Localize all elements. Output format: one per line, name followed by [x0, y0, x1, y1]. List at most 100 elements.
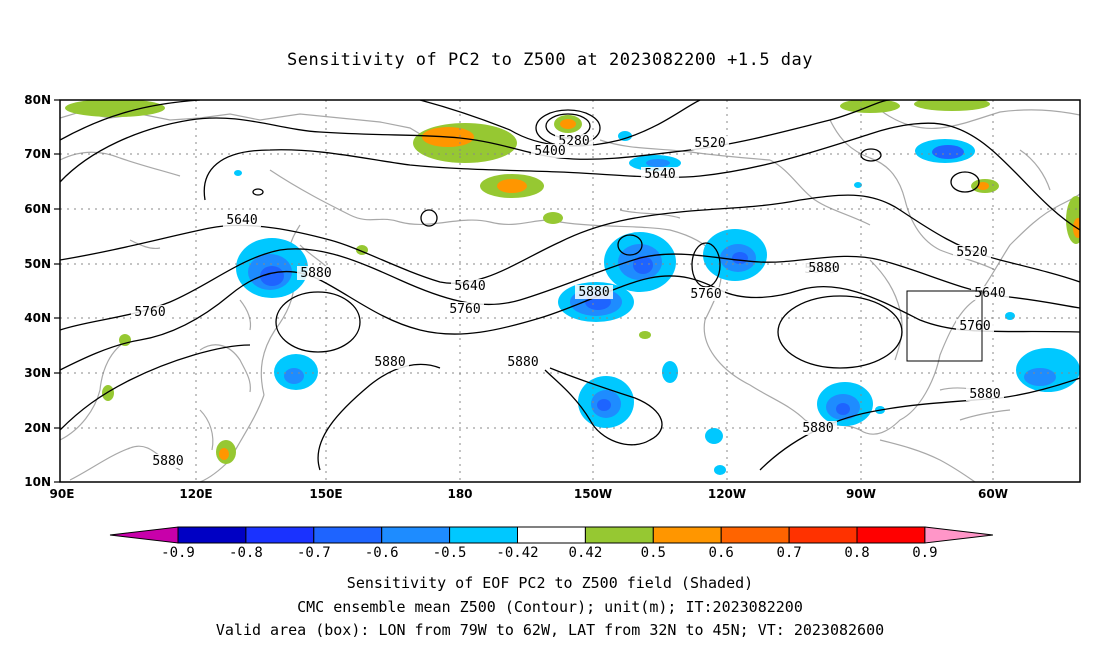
shade-cyan [618, 131, 632, 141]
contour-label-bg [966, 387, 1004, 401]
contour-label: 5760 [134, 305, 165, 320]
contour-label-bg [641, 167, 679, 181]
lon-label: 150W [574, 487, 612, 501]
contour-label: 5880 [808, 261, 839, 276]
colorbar-swatch [652, 526, 722, 544]
shade-lightblue [1024, 368, 1056, 386]
contour-label: 5520 [956, 245, 987, 260]
shade-cyan [854, 182, 862, 188]
colorbar-swatch [449, 526, 519, 544]
shade-blue [260, 266, 284, 286]
contour-label-bg [446, 302, 484, 316]
lon-label: 120E [179, 487, 212, 501]
contour-label: 5640 [644, 167, 675, 182]
colorbar-label: 0.42 [569, 545, 603, 561]
lon-label: 90W [846, 487, 876, 501]
colorbar-label: 0.6 [709, 545, 734, 561]
colorbar-labels: -0.9 -0.8 -0.7 -0.6 -0.5 -0.42 0.42 0.5 0.6 0.7 0.… [161, 545, 937, 561]
colorbar-swatch [381, 526, 451, 544]
map-frame [59, 99, 1081, 483]
contour-label: 5880 [578, 285, 609, 300]
contour-label: 5400 [534, 144, 565, 159]
map-title: Sensitivity of PC2 to Z500 at 2023082200… [286, 50, 813, 70]
lon-label: 60W [978, 487, 1008, 501]
colorbar-swatch [245, 526, 315, 544]
contour-label: 5640 [226, 213, 257, 228]
contour-label-bg [575, 285, 613, 299]
shade-orange [560, 119, 576, 129]
lon-label: 150E [309, 487, 342, 501]
shade-green [543, 212, 563, 224]
contour-label: 5760 [449, 302, 480, 317]
contour-label: 5880 [300, 266, 331, 281]
contour-label-bg [297, 266, 335, 280]
contour-label-bg [131, 305, 169, 319]
contour-labels: 5280540055205640564056405640552056405760… [131, 134, 1009, 469]
lat-label: 80N [24, 93, 51, 107]
contour-label-bg [531, 144, 569, 158]
contour-label: 5880 [152, 454, 183, 469]
shade-orange [977, 182, 989, 190]
lat-label: 40N [24, 311, 51, 325]
contour-label-bg [149, 454, 187, 468]
contour-label-bg [223, 213, 261, 227]
shade-cyan [662, 361, 678, 383]
colorbar-swatch [720, 526, 790, 544]
colorbar-swatch [788, 526, 858, 544]
colorbar-label: -0.7 [297, 545, 331, 561]
colorbar-label: -0.42 [496, 545, 538, 561]
shade-green [639, 331, 651, 339]
lat-label: 50N [24, 257, 51, 271]
contour-label-bg [687, 287, 725, 301]
lon-label: 90E [50, 487, 75, 501]
shade-orange [1073, 218, 1080, 238]
lat-label: 30N [24, 366, 51, 380]
colorbar-label: -0.5 [433, 545, 467, 561]
caption-valid-area: Valid area (box): LON from 79W to 62W, L… [215, 621, 885, 639]
shade-cyan [705, 428, 723, 444]
lon-label: 120W [708, 487, 746, 501]
shade-blue [732, 252, 748, 264]
contour-label-bg [691, 136, 729, 150]
contour-label: 5520 [694, 136, 725, 151]
z500-contours [60, 100, 1080, 471]
shade-blue [597, 399, 611, 411]
colorbar-swatch [517, 526, 586, 544]
shade-blue [932, 145, 964, 159]
shade-cyan [714, 465, 726, 475]
shade-cyan [1005, 312, 1015, 320]
colorbar-swatch [856, 526, 926, 544]
lat-labels: 80N 70N 60N 50N 40N 30N 20N 10N [24, 93, 51, 489]
lat-label: 60N [24, 202, 51, 216]
contour-label: 5880 [802, 421, 833, 436]
caption-shading: Sensitivity of EOF PC2 to Z500 field (Sh… [346, 574, 754, 592]
shade-green [65, 100, 165, 117]
valid-area-box [906, 290, 983, 362]
colorbar-label: -0.8 [229, 545, 263, 561]
contour-label-bg [953, 245, 991, 259]
shade-blue [633, 256, 653, 274]
colorbar-label: 0.5 [641, 545, 666, 561]
contour-label-bg [504, 355, 542, 369]
lat-label: 70N [24, 147, 51, 161]
caption-contour: CMC ensemble mean Z500 (Contour); unit(m… [297, 598, 803, 616]
colorbar-extend-high [924, 526, 993, 544]
colorbar-label: -0.9 [161, 545, 195, 561]
lat-label: 20N [24, 421, 51, 435]
contour-label-bg [799, 421, 837, 435]
shade-orange [219, 448, 229, 460]
axis-ticks [54, 99, 60, 483]
lat-label: 10N [24, 475, 51, 489]
contour-label: 5880 [507, 355, 538, 370]
shade-lightblue [646, 159, 670, 167]
contour-label-bg [451, 279, 489, 293]
contour-label: 5880 [374, 355, 405, 370]
shade-cyan [234, 170, 242, 176]
shade-blue [836, 403, 850, 415]
colorbar-label: 0.9 [912, 545, 937, 561]
contour-label-bg [971, 286, 1009, 300]
contour-label-bg [956, 319, 994, 333]
contour-label: 5880 [969, 387, 1000, 402]
colorbar-label: 0.8 [844, 545, 869, 561]
